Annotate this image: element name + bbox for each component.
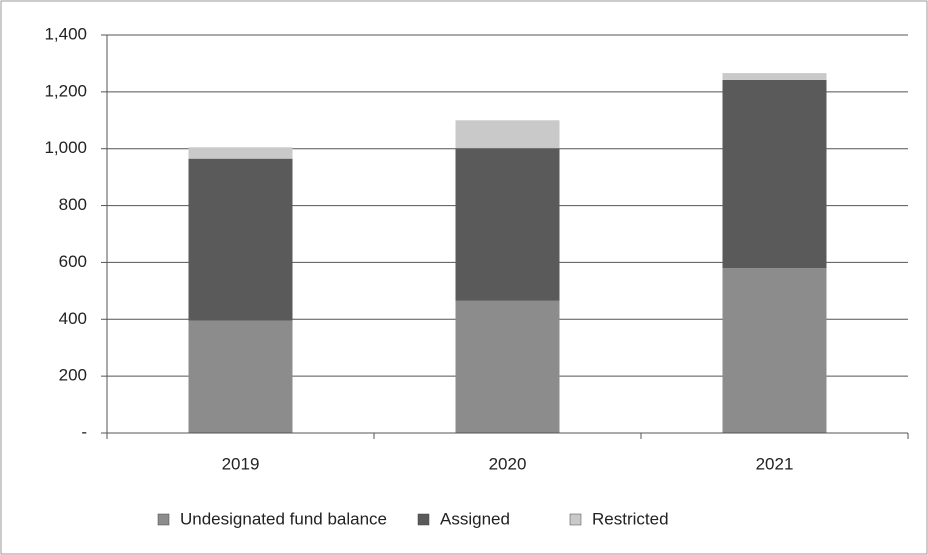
x-tick-label: 2021 (756, 454, 794, 473)
y-tick-label: - (81, 422, 87, 441)
x-tick-label: 2020 (489, 454, 527, 473)
bar-segment (722, 79, 827, 269)
y-tick-label: 1,000 (44, 138, 87, 157)
legend-swatch (157, 513, 170, 526)
bar-segment (455, 120, 560, 149)
legend-label: Restricted (592, 509, 669, 528)
bar-segment (188, 147, 293, 159)
bar-segment (455, 300, 560, 433)
legend-label: Assigned (440, 509, 510, 528)
x-tick-label: 2019 (222, 454, 260, 473)
y-tick-label: 400 (59, 309, 87, 328)
legend-label: Undesignated fund balance (180, 509, 387, 528)
y-tick-label: 800 (59, 195, 87, 214)
legend-swatch (569, 513, 582, 526)
y-tick-label: 1,400 (44, 24, 87, 43)
bar-segment (722, 73, 827, 80)
y-tick-label: 600 (59, 252, 87, 271)
bar-segment (455, 148, 560, 301)
legend-swatch (417, 513, 430, 526)
bar-segment (188, 320, 293, 433)
bar-segment (722, 268, 827, 433)
y-tick-label: 200 (59, 366, 87, 385)
bar-segment (188, 158, 293, 321)
y-tick-label: 1,200 (44, 81, 87, 100)
